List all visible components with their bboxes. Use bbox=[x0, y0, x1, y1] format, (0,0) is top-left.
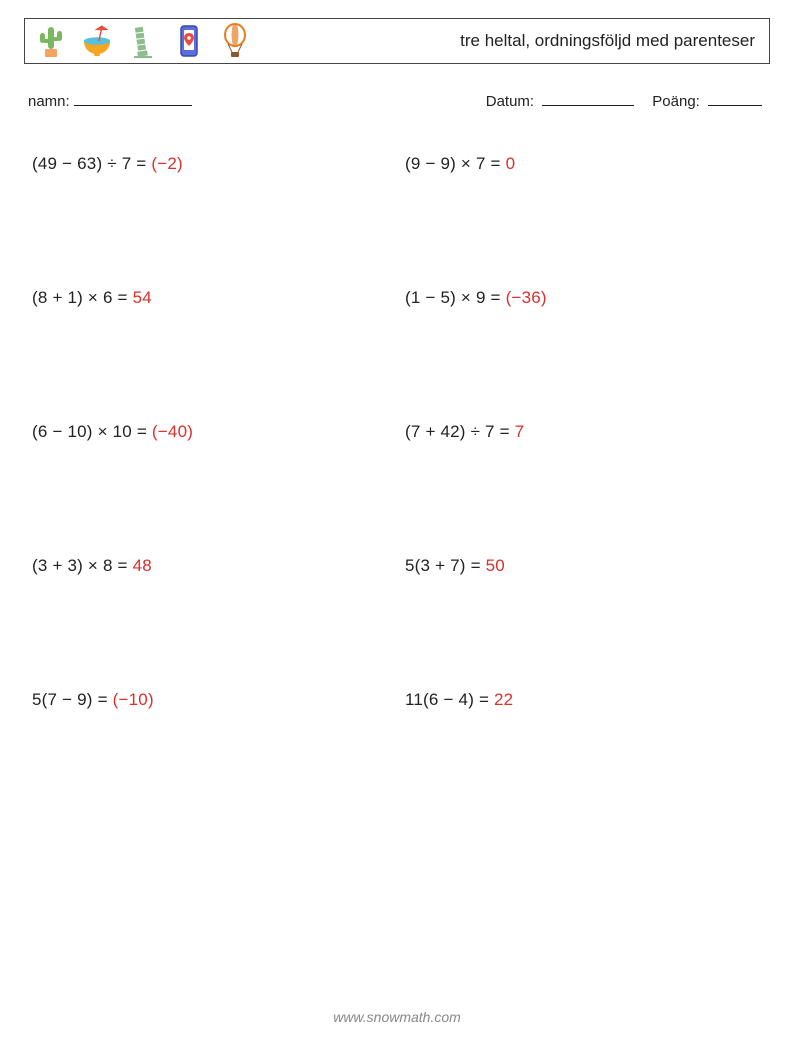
problem-cell: 11(6 − 4) = 22 bbox=[397, 690, 762, 710]
problem-cell: (8 + 1) × 6 = 54 bbox=[32, 288, 397, 308]
problem-row: (6 − 10) × 10 = (−40)(7 + 42) ÷ 7 = 7 bbox=[32, 422, 762, 442]
problem-expression: (9 − 9) × 7 = bbox=[405, 154, 506, 173]
phone-location-icon bbox=[173, 23, 205, 59]
problem-answer: (−2) bbox=[151, 154, 183, 173]
footer-url: www.snowmath.com bbox=[0, 1009, 794, 1025]
problem-cell: (7 + 42) ÷ 7 = 7 bbox=[397, 422, 762, 442]
date-field: Datum: bbox=[486, 92, 635, 110]
score-field: Poäng: bbox=[652, 92, 762, 110]
problem-expression: (1 − 5) × 9 = bbox=[405, 288, 506, 307]
problem-answer: 50 bbox=[486, 556, 505, 575]
problem-expression: (8 + 1) × 6 = bbox=[32, 288, 133, 307]
problems-grid: (49 − 63) ÷ 7 = (−2)(9 − 9) × 7 = 0(8 + … bbox=[24, 154, 770, 710]
problem-cell: (49 − 63) ÷ 7 = (−2) bbox=[32, 154, 397, 174]
cactus-icon bbox=[35, 23, 67, 59]
problem-expression: (7 + 42) ÷ 7 = bbox=[405, 422, 515, 441]
header-icons-row bbox=[35, 23, 251, 59]
problem-expression: (6 − 10) × 10 = bbox=[32, 422, 152, 441]
problem-cell: 5(3 + 7) = 50 bbox=[397, 556, 762, 576]
worksheet-title: tre heltal, ordningsföljd med parenteser bbox=[460, 31, 755, 51]
problem-row: 5(7 − 9) = (−10)11(6 − 4) = 22 bbox=[32, 690, 762, 710]
problem-answer: 48 bbox=[133, 556, 152, 575]
problem-cell: (6 − 10) × 10 = (−40) bbox=[32, 422, 397, 442]
problem-cell: 5(7 − 9) = (−10) bbox=[32, 690, 397, 710]
problem-cell: (9 − 9) × 7 = 0 bbox=[397, 154, 762, 174]
problem-answer: 22 bbox=[494, 690, 513, 709]
problem-expression: 11(6 − 4) = bbox=[405, 690, 494, 709]
name-blank[interactable] bbox=[74, 92, 192, 106]
meta-row: namn: Datum: Poäng: bbox=[24, 92, 770, 110]
problem-cell: (3 + 3) × 8 = 48 bbox=[32, 556, 397, 576]
name-field: namn: bbox=[28, 92, 192, 110]
problem-answer: 54 bbox=[133, 288, 152, 307]
bowl-drink-icon bbox=[81, 23, 113, 59]
problem-row: (3 + 3) × 8 = 485(3 + 7) = 50 bbox=[32, 556, 762, 576]
worksheet-page: tre heltal, ordningsföljd med parenteser… bbox=[0, 0, 794, 1053]
problem-answer: 0 bbox=[506, 154, 516, 173]
hot-air-balloon-icon bbox=[219, 23, 251, 59]
leaning-tower-icon bbox=[127, 23, 159, 59]
name-label: namn: bbox=[28, 93, 70, 110]
problem-answer: (−40) bbox=[152, 422, 193, 441]
date-label: Datum: bbox=[486, 93, 534, 110]
score-blank[interactable] bbox=[708, 92, 762, 106]
problem-expression: (49 − 63) ÷ 7 = bbox=[32, 154, 151, 173]
problem-expression: 5(3 + 7) = bbox=[405, 556, 486, 575]
problem-row: (8 + 1) × 6 = 54(1 − 5) × 9 = (−36) bbox=[32, 288, 762, 308]
problem-expression: 5(7 − 9) = bbox=[32, 690, 113, 709]
problem-answer: 7 bbox=[515, 422, 525, 441]
header-box: tre heltal, ordningsföljd med parenteser bbox=[24, 18, 770, 64]
problem-row: (49 − 63) ÷ 7 = (−2)(9 − 9) × 7 = 0 bbox=[32, 154, 762, 174]
problem-cell: (1 − 5) × 9 = (−36) bbox=[397, 288, 762, 308]
problem-answer: (−36) bbox=[506, 288, 547, 307]
problem-expression: (3 + 3) × 8 = bbox=[32, 556, 133, 575]
score-label: Poäng: bbox=[652, 93, 700, 110]
date-blank[interactable] bbox=[542, 92, 634, 106]
problem-answer: (−10) bbox=[113, 690, 154, 709]
